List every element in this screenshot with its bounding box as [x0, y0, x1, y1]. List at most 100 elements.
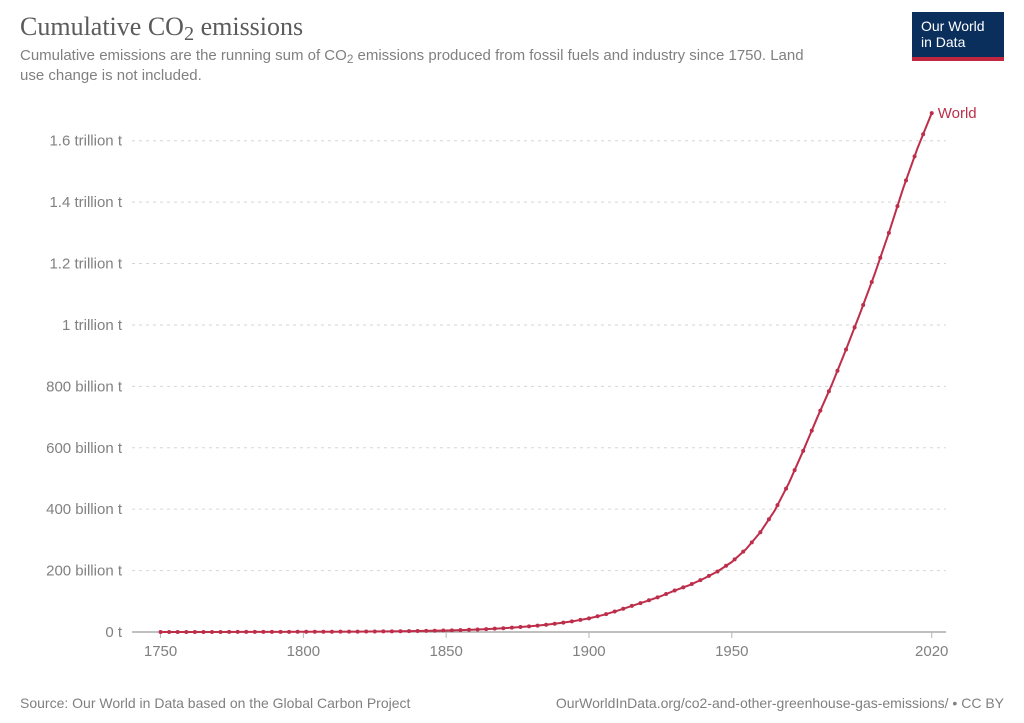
y-tick-label: 1.6 trillion t — [49, 133, 122, 150]
series-marker — [630, 604, 634, 608]
series-marker — [210, 630, 214, 634]
series-marker — [227, 630, 231, 634]
series-marker — [253, 630, 257, 634]
series-marker — [510, 626, 514, 630]
series-marker — [793, 468, 797, 472]
x-tick-label: 2020 — [915, 643, 948, 660]
series-marker — [304, 630, 308, 634]
series-line — [161, 113, 932, 632]
series-marker — [895, 204, 899, 208]
series-marker — [921, 132, 925, 136]
chart-title: Cumulative CO2 emissions — [20, 12, 1004, 42]
series-marker — [775, 503, 779, 507]
series-marker — [296, 630, 300, 634]
series-marker — [527, 624, 531, 628]
series-marker — [673, 589, 677, 593]
series-marker — [236, 630, 240, 634]
chart-area: 0 t 200 billion t 400 billion t 600 billion… — [20, 105, 1004, 673]
y-tick-label: 1 trillion t — [62, 317, 123, 334]
series-marker — [441, 629, 445, 633]
x-tick-label: 1950 — [715, 643, 748, 660]
series-marker — [613, 610, 617, 614]
series-marker — [913, 154, 917, 158]
series-marker — [801, 449, 805, 453]
y-tick-label: 0 t — [105, 624, 123, 641]
series-marker — [750, 540, 754, 544]
series-marker — [219, 630, 223, 634]
series-marker — [416, 629, 420, 633]
title-pre: Cumulative CO — [20, 12, 184, 41]
series-marker — [407, 629, 411, 633]
y-tick-label: 200 billion t — [46, 563, 123, 580]
series-marker — [313, 630, 317, 634]
series-marker — [381, 629, 385, 633]
series-marker — [596, 614, 600, 618]
series-marker — [467, 628, 471, 632]
series-marker — [741, 550, 745, 554]
series-marker — [861, 303, 865, 307]
series-marker — [604, 612, 608, 616]
series-marker — [767, 517, 771, 521]
series-marker — [364, 630, 368, 634]
series-marker — [184, 630, 188, 634]
chart-header: Cumulative CO2 emissions Cumulative emis… — [20, 12, 1004, 87]
series-marker — [904, 178, 908, 182]
logo-line2: in Data — [921, 34, 965, 50]
series-marker — [810, 429, 814, 433]
series-marker — [476, 627, 480, 631]
y-tick-label: 400 billion t — [46, 501, 123, 518]
series-marker — [398, 629, 402, 633]
chart-subtitle: Cumulative emissions are the running sum… — [20, 46, 820, 87]
series-marker — [870, 280, 874, 284]
series-marker — [390, 629, 394, 633]
series-marker — [261, 630, 265, 634]
series-marker — [707, 574, 711, 578]
series-marker — [887, 231, 891, 235]
series-marker — [758, 530, 762, 534]
series-marker — [664, 592, 668, 596]
series-marker — [621, 607, 625, 611]
series-marker — [193, 630, 197, 634]
series-marker — [536, 624, 540, 628]
title-post: emissions — [194, 12, 303, 41]
series-marker — [570, 619, 574, 623]
y-tick-label: 1.4 trillion t — [49, 194, 122, 211]
x-tick-label: 1850 — [429, 643, 462, 660]
series-marker — [287, 630, 291, 634]
series-marker — [784, 487, 788, 491]
series-marker — [484, 627, 488, 631]
series-marker — [733, 557, 737, 561]
x-tick-label: 1750 — [144, 643, 177, 660]
series-marker — [698, 578, 702, 582]
logo-line1: Our World — [921, 18, 985, 34]
series-marker — [681, 585, 685, 589]
series-marker — [159, 630, 163, 634]
series-marker — [356, 630, 360, 634]
series-marker — [878, 256, 882, 260]
series-marker — [844, 348, 848, 352]
x-tick-label: 1800 — [287, 643, 320, 660]
chart-footer: Source: Our World in Data based on the G… — [20, 695, 1004, 711]
series-marker — [450, 628, 454, 632]
series-marker — [716, 570, 720, 574]
series-marker — [587, 616, 591, 620]
series-marker — [321, 630, 325, 634]
series-marker — [647, 598, 651, 602]
series-marker — [244, 630, 248, 634]
series-marker — [201, 630, 205, 634]
series-marker — [930, 111, 934, 115]
series-marker — [818, 409, 822, 413]
series-marker — [270, 630, 274, 634]
series-marker — [338, 630, 342, 634]
series-marker — [638, 601, 642, 605]
series-marker — [279, 630, 283, 634]
owid-logo-text: Our World in Data — [912, 12, 1004, 57]
y-tick-label: 600 billion t — [46, 440, 123, 457]
y-tick-label: 1.2 trillion t — [49, 256, 122, 273]
title-sub: 2 — [184, 23, 194, 45]
source-text: Source: Our World in Data based on the G… — [20, 695, 410, 711]
series-marker — [690, 582, 694, 586]
subtitle-sub: 2 — [347, 53, 354, 66]
owid-logo: Our World in Data — [912, 12, 1004, 61]
series-marker — [458, 628, 462, 632]
